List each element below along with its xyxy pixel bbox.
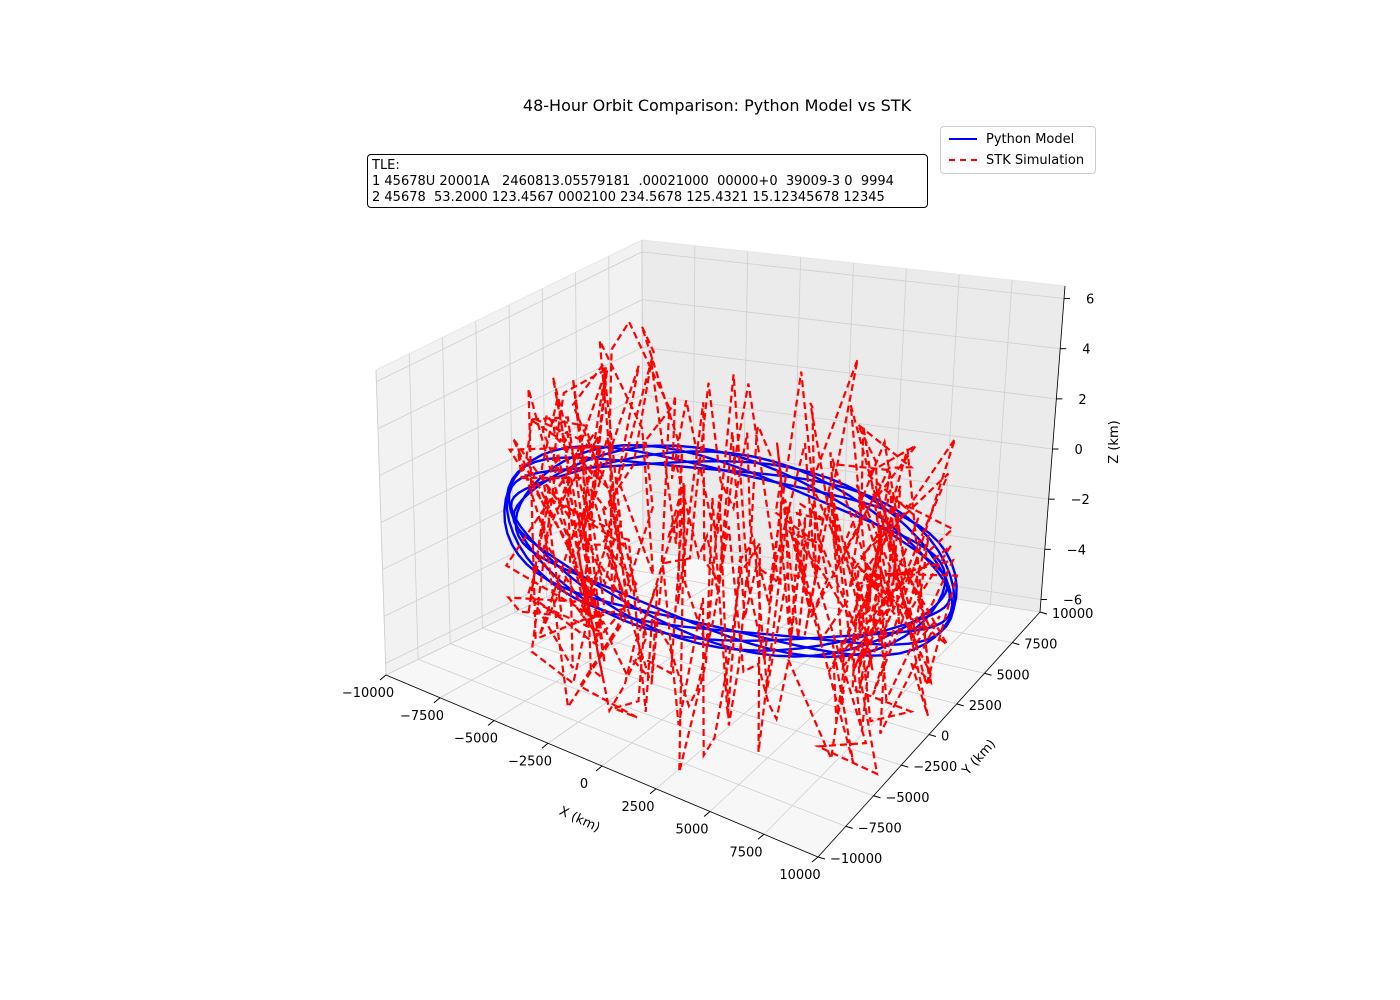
z-tick-label: −6	[1063, 593, 1082, 608]
y-tick-label: 2500	[969, 699, 1002, 714]
x-tick-mark	[541, 742, 549, 749]
z-tick-label: 0	[1075, 443, 1083, 458]
legend-swatch-python	[949, 138, 977, 140]
x-tick-mark	[757, 833, 765, 840]
tle-label: TLE:	[372, 158, 400, 173]
x-tick-label: 10000	[779, 868, 820, 883]
legend-item-python: Python Model	[949, 131, 1074, 147]
y-tick-mark	[956, 703, 964, 707]
x-tick-mark	[811, 856, 819, 863]
y-axis-line	[817, 611, 1041, 858]
z-gridline-wall	[376, 251, 643, 383]
z-gridline-wall	[382, 442, 643, 570]
y-tick-label: 10000	[1052, 607, 1093, 622]
y-tick-mark	[901, 764, 909, 768]
y-gridline	[578, 580, 985, 674]
z-tick-label: 6	[1086, 293, 1094, 308]
y-tick-mark	[1039, 611, 1048, 615]
stk-simulation-series	[504, 319, 959, 776]
x-tick-label: −7500	[400, 709, 444, 724]
x-axis-label: X (km)	[557, 804, 603, 836]
z-gridline-wall	[385, 537, 644, 664]
z-gridline	[642, 537, 1042, 600]
y-axis-label: Y (km)	[959, 737, 999, 779]
x-tick-mark	[487, 720, 495, 726]
z-gridline	[642, 489, 1045, 550]
z-gridline	[642, 299, 1061, 350]
y-tick-mark	[984, 672, 992, 676]
y-tick-mark	[845, 825, 853, 829]
y-tick-label: 7500	[1024, 638, 1057, 653]
z-gridline-wall	[377, 299, 643, 430]
tle-line-1: 1 45678U 20001A 2460813.05579181 .000210…	[372, 174, 894, 189]
y-tick-mark	[1012, 642, 1020, 646]
x-tick-label: −5000	[454, 732, 498, 747]
y-gridline	[417, 659, 846, 827]
y-gridline	[482, 627, 902, 766]
legend: Python Model STK Simulation	[940, 126, 1096, 174]
python-model-line	[512, 444, 949, 658]
z-gridline	[641, 251, 1065, 299]
y-tick-mark	[817, 856, 826, 860]
x-tick-label: 5000	[675, 823, 708, 838]
y-gridline	[450, 643, 874, 797]
z-tick-label: 2	[1078, 393, 1086, 408]
chart-title: 48-Hour Orbit Comparison: Python Model v…	[523, 96, 912, 115]
x-tick-label: −2500	[508, 754, 552, 769]
z-tick-label: 4	[1082, 343, 1090, 358]
x-tick-label: 2500	[621, 800, 654, 815]
x-tick-mark	[379, 674, 387, 681]
z-tick-label: −4	[1067, 543, 1086, 558]
z-gridline-wall	[379, 346, 643, 476]
y-tick-mark	[873, 795, 881, 799]
z-axis-line	[1039, 285, 1066, 613]
x-tick-mark	[649, 788, 657, 795]
x-tick-mark	[703, 811, 711, 817]
python-model-line	[503, 445, 958, 657]
stk-simulation-line	[504, 319, 959, 776]
y-tick-label: 0	[941, 730, 949, 745]
y-tick-label: 5000	[997, 668, 1030, 683]
y-tick-label: −5000	[886, 791, 930, 806]
tle-line-2: 2 45678 53.2000 123.4567 0002100 234.567…	[372, 190, 885, 205]
axis-ticks: −10000−7500−5000−2500025005000750010000−…	[342, 285, 1094, 883]
legend-swatch-stk	[949, 159, 977, 161]
y-tick-label: −2500	[913, 760, 957, 775]
legend-label-stk: STK Simulation	[986, 152, 1085, 168]
x-tick-mark	[433, 697, 441, 704]
z-gridline-wall	[383, 490, 643, 617]
tle-annotation-box: TLE: 1 45678U 20001A 2460813.05579181 .0…	[367, 154, 928, 208]
x-axis-line	[385, 674, 819, 858]
z-axis-label: Z (km)	[1107, 420, 1122, 463]
x-tick-label: 0	[580, 777, 588, 792]
y-tick-mark	[928, 734, 937, 737]
y-tick-label: −7500	[858, 821, 902, 836]
x-tick-mark	[595, 765, 603, 772]
z-tick-label: −2	[1071, 493, 1090, 508]
z-gridline	[642, 346, 1057, 400]
x-tick-label: 7500	[729, 845, 762, 860]
x-tick-label: −10000	[342, 686, 394, 701]
y-tick-label: −10000	[830, 852, 882, 867]
legend-item-stk: STK Simulation	[949, 152, 1084, 168]
legend-label-python: Python Model	[986, 131, 1075, 147]
